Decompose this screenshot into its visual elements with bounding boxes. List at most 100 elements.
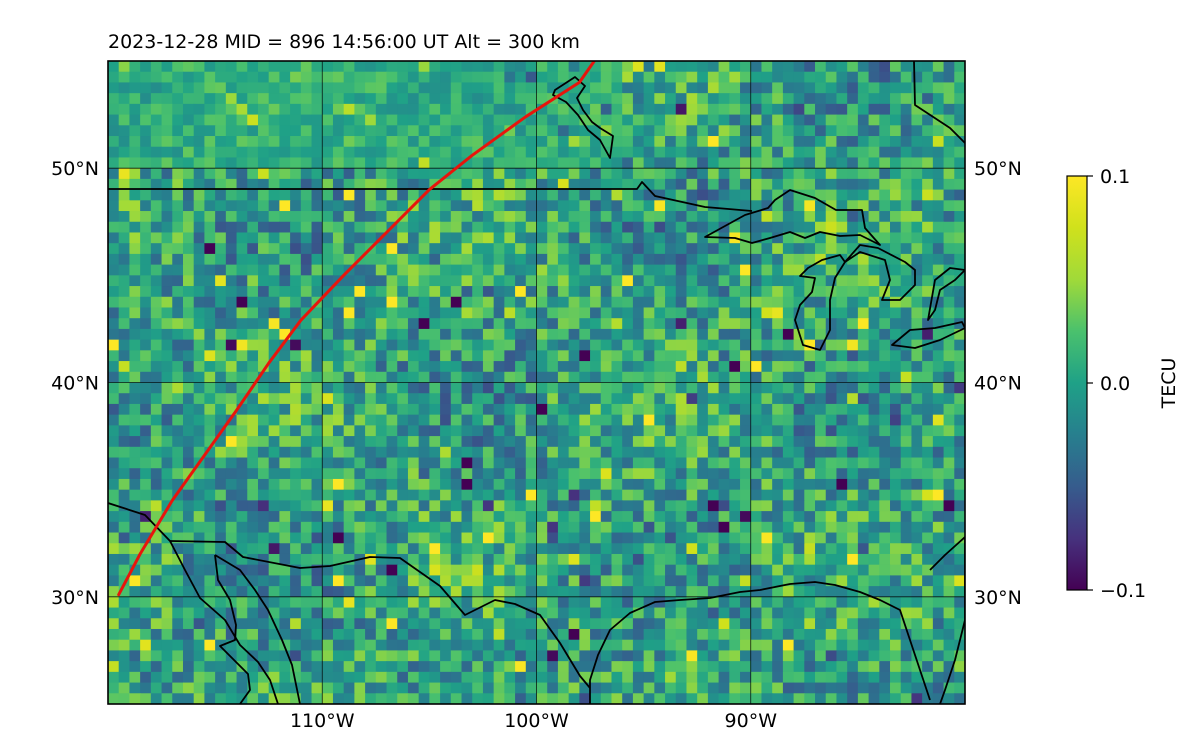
heatmap-cell [793, 575, 805, 587]
heatmap-cell [108, 586, 120, 598]
heatmap-cell [268, 639, 280, 652]
heatmap-cell [911, 425, 923, 437]
heatmap-cell [515, 318, 527, 330]
heatmap-cell [279, 286, 291, 298]
heatmap-cell [750, 157, 763, 169]
heatmap-cell [118, 500, 131, 512]
heatmap-cell [868, 103, 880, 116]
heatmap-cell [493, 650, 505, 662]
heatmap-cell [140, 425, 152, 437]
heatmap-cell [793, 200, 805, 212]
heatmap-cell [536, 114, 548, 126]
heatmap-cell [300, 425, 313, 437]
heatmap-cell [225, 61, 238, 73]
heatmap-cell [493, 661, 505, 673]
heatmap-cell [204, 671, 216, 684]
heatmap-cell [365, 393, 377, 405]
heatmap-cell [515, 307, 527, 319]
heatmap-cell [890, 103, 902, 116]
heatmap-cell [332, 650, 345, 662]
heatmap-cell [697, 168, 709, 180]
heatmap-cell [450, 446, 463, 459]
heatmap-cell [236, 178, 248, 191]
heatmap-cell [557, 500, 570, 512]
heatmap-cell [247, 628, 259, 641]
heatmap-cell [643, 414, 655, 426]
heatmap-cell [418, 93, 430, 105]
heatmap-cell [407, 339, 420, 351]
heatmap-cell [118, 157, 131, 169]
heatmap-cell [675, 403, 688, 416]
heatmap-cell [793, 436, 805, 448]
heatmap-cell [525, 693, 538, 704]
heatmap-cell [675, 393, 688, 405]
heatmap-cell [418, 425, 430, 437]
heatmap-cell [161, 511, 173, 523]
heatmap-cell [300, 264, 313, 276]
heatmap-cell [675, 189, 688, 201]
heatmap-cell [772, 500, 784, 512]
heatmap-cell [868, 446, 880, 459]
heatmap-cell [879, 232, 891, 244]
heatmap-cell [900, 607, 913, 619]
heatmap-cell [922, 275, 934, 287]
heatmap-cell [932, 264, 945, 276]
heatmap-cell [193, 178, 206, 191]
heatmap-cell [740, 382, 752, 394]
heatmap-cell [740, 414, 752, 426]
heatmap-cell [493, 521, 505, 534]
heatmap-cell [857, 339, 870, 351]
heatmap-cell [322, 436, 334, 448]
heatmap-cell [461, 82, 473, 94]
heatmap-cell [890, 586, 902, 598]
heatmap-cell [140, 146, 152, 159]
heatmap-cell [257, 682, 270, 694]
heatmap-cell [300, 553, 313, 566]
heatmap-cell [590, 393, 602, 405]
heatmap-cell [547, 500, 559, 512]
heatmap-cell [504, 586, 516, 598]
heatmap-cell [815, 318, 827, 330]
heatmap-cell [568, 457, 580, 469]
heatmap-cell [429, 264, 441, 276]
heatmap-cell [182, 200, 195, 212]
heatmap-cell [643, 500, 655, 512]
heatmap-cell [386, 382, 398, 394]
heatmap-cell [932, 243, 945, 255]
heatmap-cell [482, 125, 495, 137]
heatmap-cell [632, 457, 645, 469]
heatmap-cell [557, 693, 570, 704]
heatmap-cell [108, 628, 120, 641]
lat-tick-label-right: 50°N [974, 158, 1022, 180]
heatmap-cell [879, 511, 891, 523]
heatmap-cell [322, 371, 334, 384]
heatmap-cell [643, 318, 655, 330]
heatmap-cell [407, 243, 420, 255]
heatmap-cell [515, 532, 527, 544]
heatmap-cell [397, 446, 409, 459]
heatmap-cell [461, 318, 473, 330]
heatmap-cell [172, 575, 184, 587]
heatmap-cell [322, 628, 334, 641]
heatmap-cell [290, 275, 302, 287]
heatmap-cell [922, 532, 934, 544]
heatmap-cell [879, 189, 891, 201]
heatmap-cell [204, 575, 216, 587]
heatmap-cell [118, 661, 131, 673]
heatmap-cell [590, 414, 602, 426]
heatmap-cell [182, 586, 195, 598]
heatmap-cell [804, 607, 816, 619]
heatmap-cell [654, 328, 666, 341]
heatmap-cell [225, 93, 238, 105]
heatmap-cell [215, 650, 227, 662]
heatmap-cell [300, 403, 313, 416]
heatmap-cell [515, 243, 527, 255]
heatmap-cell [279, 564, 291, 576]
heatmap-cell [697, 511, 709, 523]
heatmap-cell [172, 339, 184, 351]
heatmap-cell [150, 253, 163, 266]
heatmap-cell [386, 232, 398, 244]
heatmap-cell [911, 489, 923, 501]
heatmap-cell [622, 350, 634, 362]
heatmap-cell [611, 403, 623, 416]
